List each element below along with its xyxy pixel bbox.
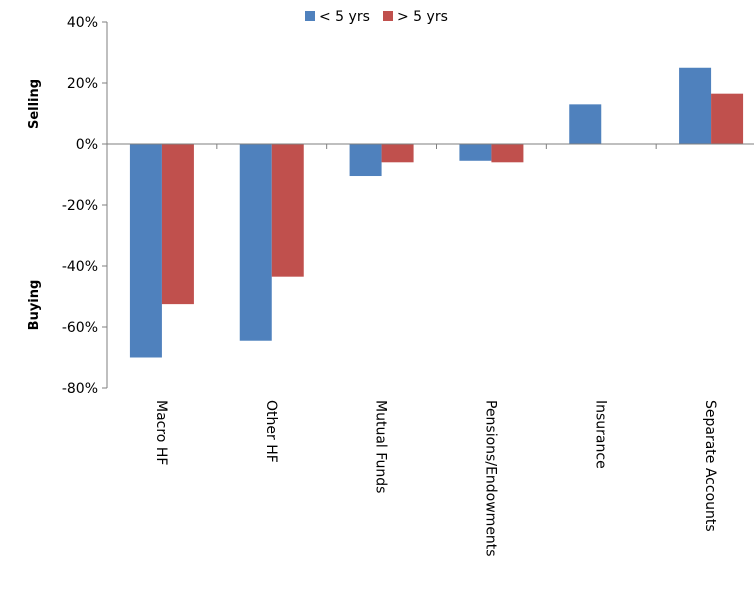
legend-label-under-5-yrs: < 5 yrs <box>319 9 370 25</box>
bar-over-5-yrs-5 <box>711 93 744 144</box>
bars <box>129 67 744 358</box>
category-label: Pensions/Endowments <box>482 400 498 557</box>
bar-over-5-yrs-2 <box>381 144 414 163</box>
chart-legend: < 5 yrs > 5 yrs <box>305 9 448 25</box>
bar-under-5-yrs-5 <box>679 67 712 144</box>
x-axis: Macro HF Other HF Mutual Funds Pensions/End… <box>106 143 754 557</box>
y-tick-label: -60% <box>62 320 98 336</box>
legend-swatch-under-5-yrs <box>305 11 315 21</box>
y-tick-label: 20% <box>67 76 98 92</box>
legend-label-over-5-yrs: > 5 yrs <box>397 9 448 25</box>
bar-over-5-yrs-0 <box>161 144 194 305</box>
legend-swatch-over-5-yrs <box>383 11 393 21</box>
category-label: Separate Accounts <box>702 400 718 532</box>
bar-over-5-yrs-1 <box>271 144 304 277</box>
y-tick-label: 40% <box>67 15 98 31</box>
selling-label: Selling <box>27 79 42 129</box>
bar-over-5-yrs-3 <box>491 144 524 163</box>
bar-under-5-yrs-0 <box>129 144 162 358</box>
bar-under-5-yrs-4 <box>569 104 602 144</box>
bar-under-5-yrs-3 <box>459 144 492 161</box>
bar-under-5-yrs-1 <box>239 144 272 341</box>
category-label: Mutual Funds <box>373 400 389 493</box>
buying-label: Buying <box>27 280 42 331</box>
y-axis: 40% 20% 0% -20% -40% -60% -80% <box>62 15 108 397</box>
category-label: Insurance <box>592 400 608 469</box>
y-tick-label: -20% <box>62 198 98 214</box>
y-tick-label: -40% <box>62 259 98 275</box>
category-label: Macro HF <box>153 400 169 465</box>
y-tick-label: -80% <box>62 381 98 397</box>
y-tick-label: 0% <box>76 137 98 153</box>
bar-under-5-yrs-2 <box>349 144 382 177</box>
category-label: Other HF <box>263 400 279 463</box>
